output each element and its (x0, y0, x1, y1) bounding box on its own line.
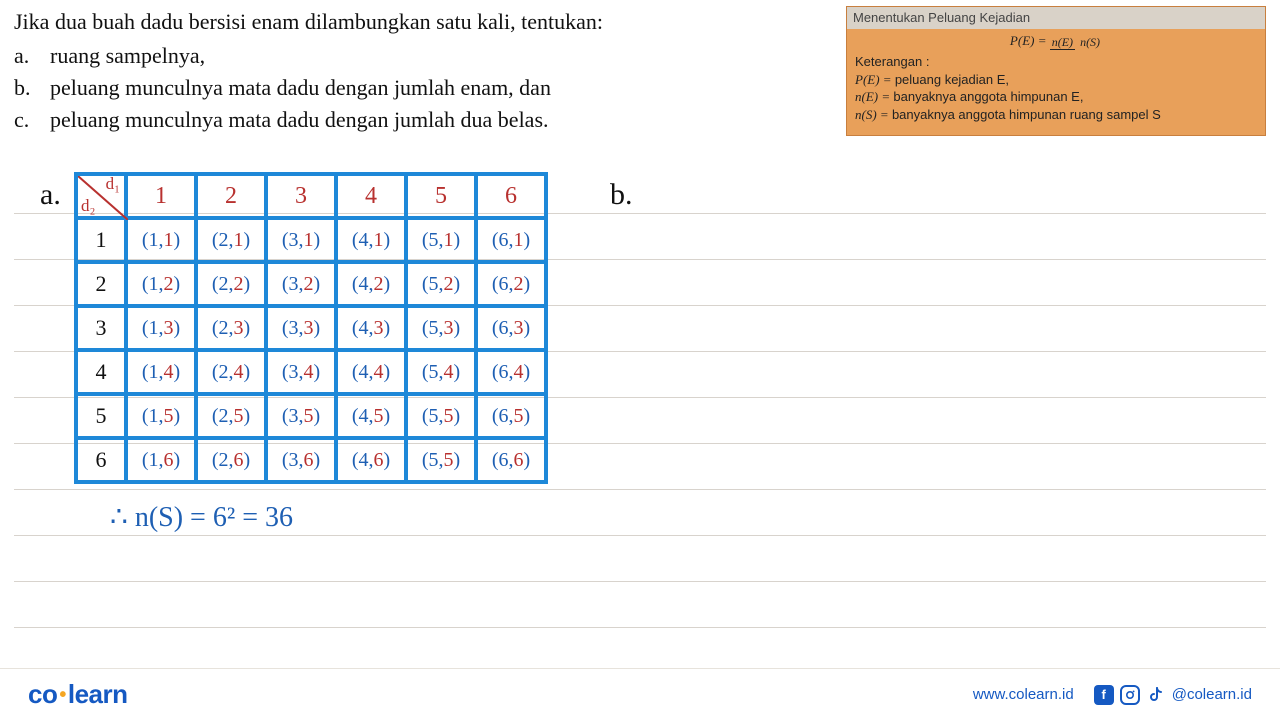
ket1-lhs: P(E) = (855, 72, 895, 87)
sample-cell: (3,6) (266, 438, 336, 482)
formula-den: n(S) (1078, 35, 1102, 49)
sample-cell: (1,2) (126, 262, 196, 306)
sample-cell: (5,5) (406, 438, 476, 482)
social: f @colearn.id (1094, 685, 1252, 705)
sample-cell: (1,6) (126, 438, 196, 482)
sample-cell: (4,5) (336, 394, 406, 438)
sample-cell: (5,5) (406, 394, 476, 438)
sample-cell: (6,5) (476, 394, 546, 438)
sample-cell: (4,4) (336, 350, 406, 394)
sample-cell: (6,1) (476, 218, 546, 262)
formula: P(E) = n(E) n(S) (855, 32, 1257, 50)
formula-lhs: P(E) = (1010, 33, 1050, 48)
hw-a-label: a. (40, 178, 61, 212)
sample-cell: (5,3) (406, 306, 476, 350)
sample-cell: (1,5) (126, 394, 196, 438)
row-header: 2 (76, 262, 126, 306)
sample-cell: (6,4) (476, 350, 546, 394)
sample-cell: (4,6) (336, 438, 406, 482)
sample-cell: (5,4) (406, 350, 476, 394)
footer: co•learn www.colearn.id f @colearn.id (0, 668, 1280, 720)
sample-cell: (5,2) (406, 262, 476, 306)
row-header: 5 (76, 394, 126, 438)
conclusion-text: ∴ n(S) = 6² = 36 (110, 500, 293, 534)
ket-line-3: n(S) = banyaknya anggota himpunan ruang … (855, 106, 1257, 124)
ket3-lhs: n(S) = (855, 107, 892, 122)
row-header: 4 (76, 350, 126, 394)
sample-cell: (2,1) (196, 218, 266, 262)
ket2-rhs: banyaknya anggota himpunan E, (893, 89, 1083, 104)
row-header: 3 (76, 306, 126, 350)
sample-cell: (2,4) (196, 350, 266, 394)
ket-label: Keterangan : (855, 53, 1257, 71)
formula-num: n(E) (1050, 35, 1075, 50)
logo-part1: co (28, 679, 57, 709)
sample-cell: (3,3) (266, 306, 336, 350)
social-handle: @colearn.id (1172, 686, 1252, 703)
sample-cell: (1,4) (126, 350, 196, 394)
hw-b-label: b. (610, 178, 633, 212)
ket-line-2: n(E) = banyaknya anggota himpunan E, (855, 88, 1257, 106)
top-region: Jika dua buah dadu bersisi enam dilambun… (14, 6, 1266, 136)
ket2-lhs: n(E) = (855, 89, 893, 104)
sample-cell: (3,5) (266, 394, 336, 438)
logo-dot: • (57, 684, 68, 706)
label-a: a. (14, 40, 50, 72)
instagram-icon (1120, 685, 1140, 705)
row-header: 1 (76, 218, 126, 262)
ket1-rhs: peluang kejadian E, (895, 72, 1009, 87)
question-b: b. peluang munculnya mata dadu dengan ju… (14, 72, 830, 104)
axis-d2: d₂ (81, 196, 95, 216)
question-c: c. peluang munculnya mata dadu dengan ju… (14, 104, 830, 136)
sample-cell: (6,3) (476, 306, 546, 350)
sample-cell: (5,1) (406, 218, 476, 262)
sample-cell: (1,1) (126, 218, 196, 262)
ket3-rhs: banyaknya anggota himpunan ruang sampel … (892, 107, 1161, 122)
formula-fraction: n(E) n(S) (1050, 36, 1102, 48)
sample-space-table: d₁d₂1234561(1,1)(2,1)(3,1)(4,1)(5,1)(6,1… (74, 172, 548, 484)
text-b: peluang munculnya mata dadu dengan jumla… (50, 72, 551, 104)
sample-cell: (3,1) (266, 218, 336, 262)
col-header: 1 (126, 174, 196, 218)
sample-cell: (2,2) (196, 262, 266, 306)
axis-d1: d₁ (106, 174, 120, 194)
col-header: 3 (266, 174, 336, 218)
sample-cell: (4,3) (336, 306, 406, 350)
question-block: Jika dua buah dadu bersisi enam dilambun… (14, 6, 846, 136)
text-a: ruang sampelnya, (50, 40, 205, 72)
footer-url: www.colearn.id (973, 686, 1074, 703)
question-a: a. ruang sampelnya, (14, 40, 830, 72)
col-header: 6 (476, 174, 546, 218)
sample-cell: (4,1) (336, 218, 406, 262)
corner-cell: d₁ d₂ (76, 174, 126, 218)
tiktok-icon (1146, 685, 1166, 705)
sample-cell: (2,6) (196, 438, 266, 482)
logo-part2: learn (68, 679, 128, 709)
ket-line-1: P(E) = peluang kejadian E, (855, 71, 1257, 89)
info-title: Menentukan Peluang Kejadian (847, 7, 1265, 29)
label-b: b. (14, 72, 50, 104)
info-box: Menentukan Peluang Kejadian P(E) = n(E) … (846, 6, 1266, 136)
row-header: 6 (76, 438, 126, 482)
text-c: peluang munculnya mata dadu dengan jumla… (50, 104, 549, 136)
logo: co•learn (28, 679, 128, 710)
sample-cell: (1,3) (126, 306, 196, 350)
sample-cell: (2,3) (196, 306, 266, 350)
sample-cell: (3,4) (266, 350, 336, 394)
col-header: 5 (406, 174, 476, 218)
sample-cell: (4,2) (336, 262, 406, 306)
sample-cell: (6,6) (476, 438, 546, 482)
facebook-icon: f (1094, 685, 1114, 705)
col-header: 4 (336, 174, 406, 218)
conclusion: ∴ n(S) = 6² = 36 (110, 502, 293, 533)
question-main: Jika dua buah dadu bersisi enam dilambun… (14, 6, 830, 38)
label-c: c. (14, 104, 50, 136)
sample-cell: (6,2) (476, 262, 546, 306)
sample-cell: (3,2) (266, 262, 336, 306)
col-header: 2 (196, 174, 266, 218)
sample-cell: (2,5) (196, 394, 266, 438)
